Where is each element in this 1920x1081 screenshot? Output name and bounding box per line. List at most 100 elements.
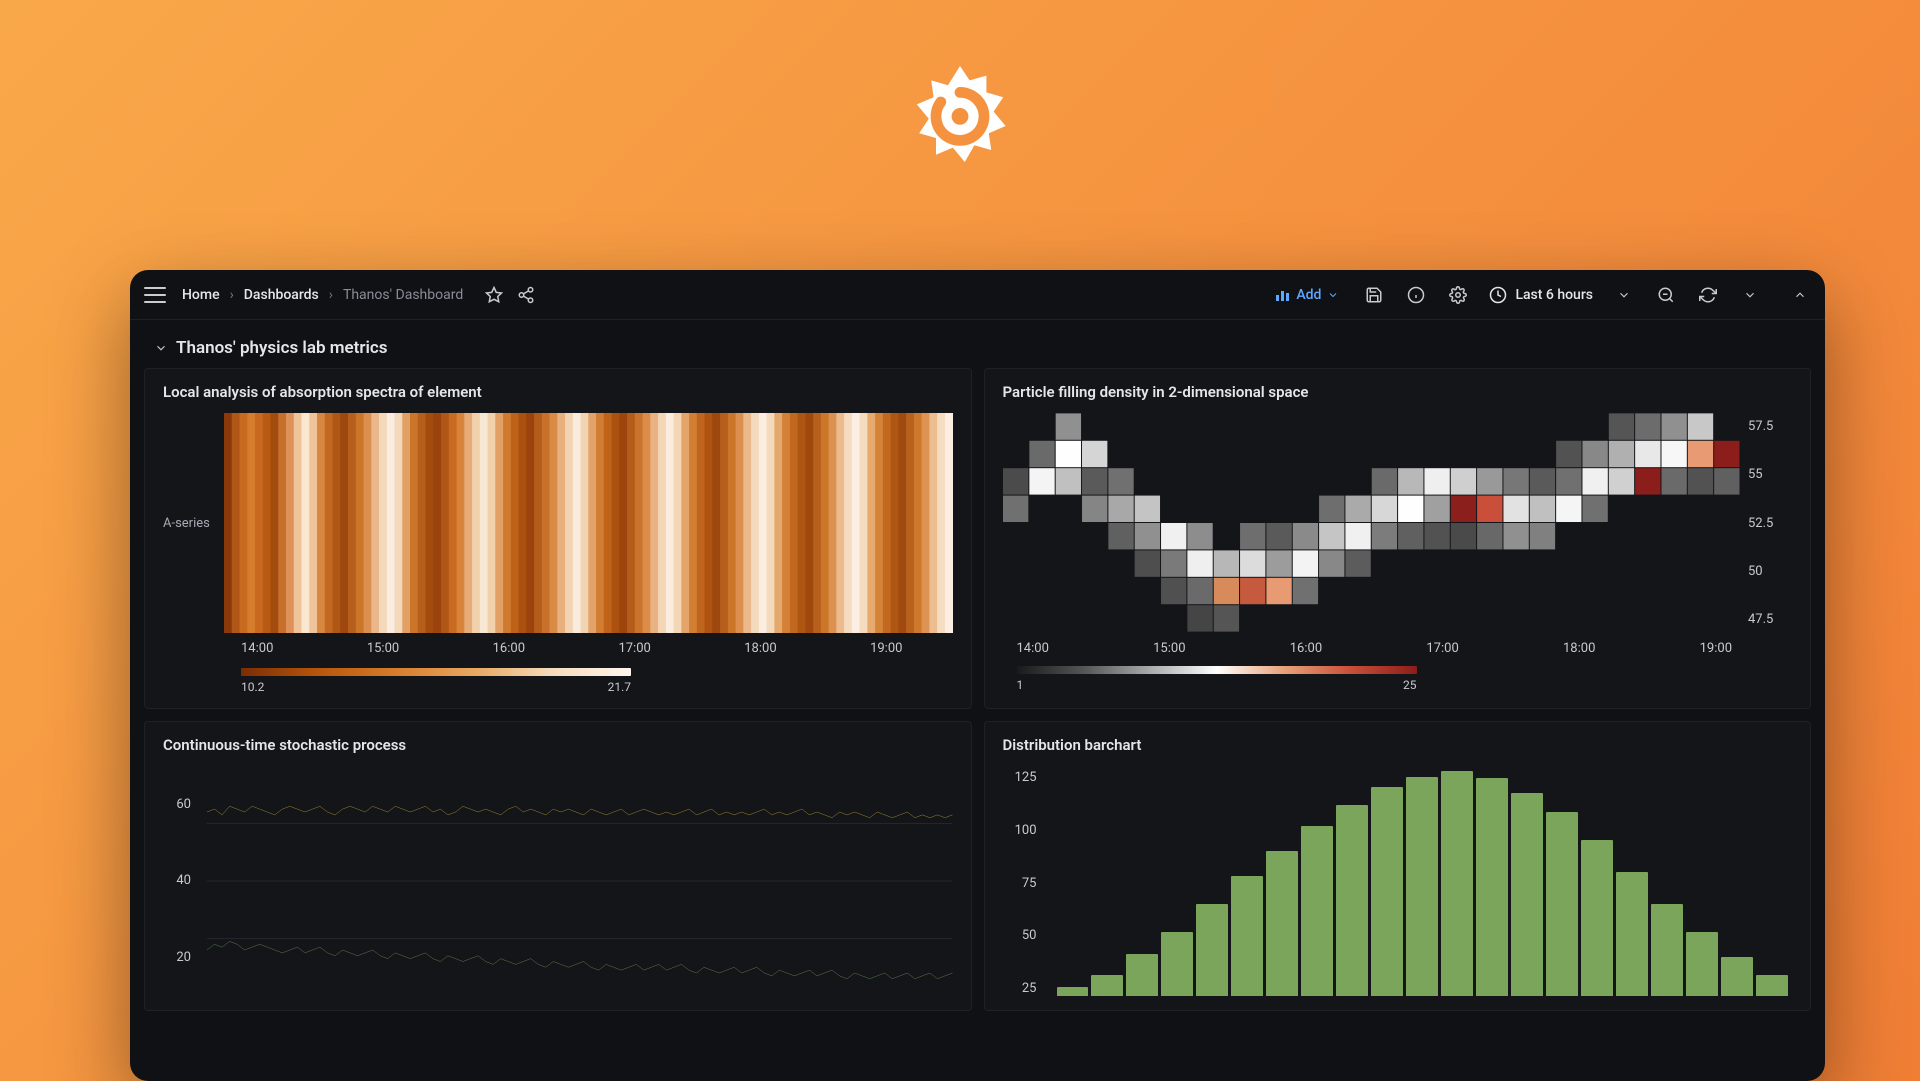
y-tick: 47.5: [1748, 612, 1773, 627]
y-tick: 20: [176, 950, 191, 965]
bar-chart[interactable]: [1053, 766, 1793, 996]
panel-title: Continuous-time stochastic process: [163, 736, 953, 754]
stoch-chart[interactable]: [207, 766, 953, 996]
bar: [1336, 805, 1368, 996]
x-tick: 14:00: [241, 641, 273, 656]
section-title: Thanos' physics lab metrics: [176, 338, 388, 358]
breadcrumb-sep: ›: [230, 287, 234, 303]
breadcrumb-sep: ›: [329, 287, 333, 303]
menu-toggle-icon[interactable]: [144, 287, 166, 303]
share-icon[interactable]: [515, 284, 537, 306]
time-range-label: Last 6 hours: [1515, 287, 1593, 303]
refresh-dropdown-icon[interactable]: [1739, 284, 1761, 306]
bar: [1721, 957, 1753, 996]
bar: [1266, 851, 1298, 996]
panel-spectra: Local analysis of absorption spectra of …: [144, 368, 972, 709]
spectra-x-axis: 14:00 15:00 16:00 17:00 18:00 19:00: [163, 633, 953, 656]
grafana-logo: [900, 50, 1020, 194]
breadcrumb: Home › Dashboards › Thanos' Dashboard: [182, 287, 463, 303]
bar: [1231, 876, 1263, 996]
panel-stochastic: Continuous-time stochastic process 60 40 2…: [144, 721, 972, 1011]
section-header[interactable]: Thanos' physics lab metrics: [130, 320, 1825, 368]
settings-icon[interactable]: [1447, 284, 1469, 306]
bar: [1686, 932, 1718, 996]
heatmap-y-axis: 57.5 55 52.5 50 47.5: [1748, 413, 1792, 633]
bar: [1161, 932, 1193, 996]
collapse-icon[interactable]: [1789, 284, 1811, 306]
heatmap-chart[interactable]: [1003, 413, 1741, 633]
y-tick: 50: [1748, 564, 1763, 579]
stoch-y-axis: 60 40 20: [163, 766, 197, 996]
clock-icon: [1489, 286, 1507, 304]
legend-min: 1: [1017, 678, 1024, 692]
panel-title: Particle filling density in 2-dimensiona…: [1003, 383, 1793, 401]
breadcrumb-dashboards[interactable]: Dashboards: [244, 287, 319, 303]
y-tick: 50: [1022, 928, 1037, 943]
panel-title: Distribution barchart: [1003, 736, 1793, 754]
spectra-legend: 10.2 21.7: [241, 668, 631, 694]
y-tick: 75: [1022, 876, 1037, 891]
add-button[interactable]: Add: [1276, 287, 1339, 303]
x-tick: 19:00: [870, 641, 902, 656]
bar: [1651, 904, 1683, 996]
bar: [1441, 771, 1473, 996]
bar: [1091, 975, 1123, 996]
save-icon[interactable]: [1363, 284, 1385, 306]
x-tick: 17:00: [1426, 641, 1458, 656]
bar: [1581, 840, 1613, 996]
zoom-out-icon[interactable]: [1655, 284, 1677, 306]
x-tick: 18:00: [1563, 641, 1595, 656]
breadcrumb-current: Thanos' Dashboard: [343, 287, 463, 303]
bar: [1756, 975, 1788, 996]
bar-y-axis: 125 100 75 50 25: [1003, 766, 1043, 996]
legend-min: 10.2: [241, 680, 264, 694]
panel-barchart: Distribution barchart 125 100 75 50 25: [984, 721, 1812, 1011]
dashboard-window: Home › Dashboards › Thanos' Dashboard Ad…: [130, 270, 1825, 1081]
bar: [1126, 954, 1158, 996]
bar: [1406, 777, 1438, 996]
legend-max: 25: [1403, 678, 1417, 692]
chevron-down-icon: [1327, 289, 1339, 301]
x-tick: 14:00: [1017, 641, 1049, 656]
heatmap-legend: 1 25: [1017, 666, 1417, 692]
x-tick: 16:00: [1290, 641, 1322, 656]
topbar: Home › Dashboards › Thanos' Dashboard Ad…: [130, 270, 1825, 320]
x-tick: 17:00: [618, 641, 650, 656]
bar: [1476, 778, 1508, 996]
x-tick: 19:00: [1700, 641, 1732, 656]
panel-heatmap: Particle filling density in 2-dimensiona…: [984, 368, 1812, 709]
bar: [1616, 872, 1648, 996]
info-icon[interactable]: [1405, 284, 1427, 306]
x-tick: 18:00: [744, 641, 776, 656]
bar: [1057, 987, 1089, 996]
add-panel-icon: [1276, 289, 1290, 301]
bar: [1371, 787, 1403, 996]
breadcrumb-home[interactable]: Home: [182, 287, 220, 303]
refresh-icon[interactable]: [1697, 284, 1719, 306]
bar: [1511, 793, 1543, 996]
bar: [1301, 826, 1333, 996]
legend-max: 21.7: [608, 680, 631, 694]
y-tick: 100: [1015, 823, 1037, 838]
y-tick: 55: [1748, 467, 1763, 482]
x-tick: 16:00: [493, 641, 525, 656]
star-icon[interactable]: [483, 284, 505, 306]
y-tick: 60: [176, 797, 191, 812]
bar: [1196, 904, 1228, 996]
bar: [1546, 812, 1578, 996]
chevron-down-icon: [154, 341, 168, 355]
heatmap-x-axis: 14:00 15:00 16:00 17:00 18:00 19:00: [1003, 633, 1793, 656]
y-tick: 57.5: [1748, 419, 1773, 434]
y-tick: 40: [176, 873, 191, 888]
chevron-down-icon[interactable]: [1613, 284, 1635, 306]
y-tick: 25: [1022, 981, 1037, 996]
x-tick: 15:00: [367, 641, 399, 656]
spectra-series-label: A-series: [163, 516, 210, 531]
y-tick: 125: [1015, 770, 1037, 785]
add-label: Add: [1296, 287, 1321, 303]
y-tick: 52.5: [1748, 516, 1773, 531]
panel-title: Local analysis of absorption spectra of …: [163, 383, 953, 401]
x-tick: 15:00: [1153, 641, 1185, 656]
time-range-button[interactable]: Last 6 hours: [1489, 286, 1593, 304]
spectra-chart[interactable]: [224, 413, 953, 633]
